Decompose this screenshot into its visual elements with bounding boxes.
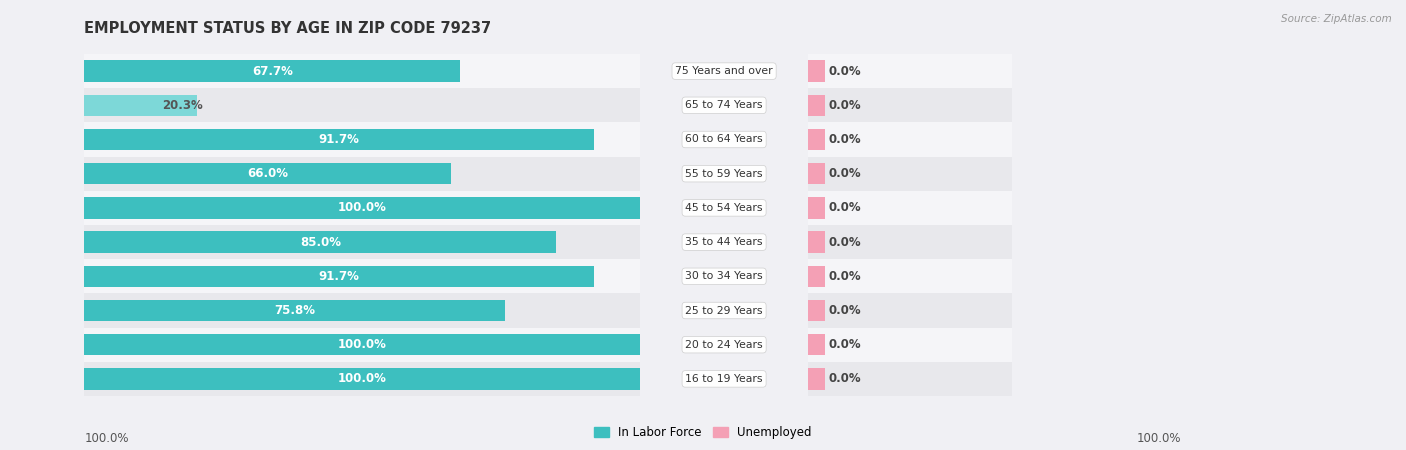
Text: 85.0%: 85.0% [299, 236, 340, 248]
Bar [84, 225, 640, 259]
Bar [808, 293, 1012, 328]
Text: 100.0%: 100.0% [337, 373, 387, 385]
Text: 0.0%: 0.0% [830, 167, 862, 180]
Bar [808, 231, 825, 253]
Text: 0.0%: 0.0% [830, 304, 862, 317]
Bar [84, 328, 640, 362]
Bar [84, 88, 640, 122]
Text: Source: ZipAtlas.com: Source: ZipAtlas.com [1281, 14, 1392, 23]
Text: 0.0%: 0.0% [830, 133, 862, 146]
Bar [808, 60, 825, 82]
Bar [84, 94, 197, 116]
Bar [84, 362, 640, 396]
Bar [84, 157, 640, 191]
Text: 0.0%: 0.0% [830, 236, 862, 248]
Text: 75.8%: 75.8% [274, 304, 315, 317]
Bar [808, 328, 1012, 362]
Bar [808, 266, 825, 287]
Bar [84, 231, 557, 253]
Bar [808, 191, 1012, 225]
Bar [808, 54, 1012, 88]
Text: 20.3%: 20.3% [162, 99, 202, 112]
Bar [84, 334, 640, 356]
Text: 0.0%: 0.0% [830, 65, 862, 77]
Bar [808, 129, 825, 150]
Text: EMPLOYMENT STATUS BY AGE IN ZIP CODE 79237: EMPLOYMENT STATUS BY AGE IN ZIP CODE 792… [84, 21, 492, 36]
Bar [808, 163, 825, 184]
Bar [808, 157, 1012, 191]
Text: 20 to 24 Years: 20 to 24 Years [685, 340, 763, 350]
Text: 75 Years and over: 75 Years and over [675, 66, 773, 76]
Bar [808, 94, 825, 116]
Text: 45 to 54 Years: 45 to 54 Years [685, 203, 763, 213]
Text: 100.0%: 100.0% [337, 338, 387, 351]
Text: 100.0%: 100.0% [337, 202, 387, 214]
Text: 30 to 34 Years: 30 to 34 Years [685, 271, 763, 281]
Text: 91.7%: 91.7% [319, 133, 360, 146]
Bar [808, 368, 825, 390]
Text: 0.0%: 0.0% [830, 99, 862, 112]
Bar [84, 122, 640, 157]
Bar [84, 300, 505, 321]
Text: 100.0%: 100.0% [1136, 432, 1181, 445]
Text: 0.0%: 0.0% [830, 373, 862, 385]
Bar [808, 88, 1012, 122]
Bar [808, 334, 825, 356]
Text: 0.0%: 0.0% [830, 202, 862, 214]
Bar [84, 129, 593, 150]
Text: 0.0%: 0.0% [830, 338, 862, 351]
Text: 65 to 74 Years: 65 to 74 Years [685, 100, 763, 110]
Legend: In Labor Force, Unemployed: In Labor Force, Unemployed [589, 422, 817, 444]
Text: 25 to 29 Years: 25 to 29 Years [685, 306, 763, 315]
Text: 91.7%: 91.7% [319, 270, 360, 283]
Bar [808, 362, 1012, 396]
Bar [84, 368, 640, 390]
Text: 66.0%: 66.0% [247, 167, 288, 180]
Bar [808, 259, 1012, 293]
Text: 55 to 59 Years: 55 to 59 Years [685, 169, 763, 179]
Bar [808, 225, 1012, 259]
Bar [84, 163, 451, 184]
Bar [808, 122, 1012, 157]
Bar [84, 60, 460, 82]
Text: 60 to 64 Years: 60 to 64 Years [685, 135, 763, 144]
Bar [808, 300, 825, 321]
Text: 100.0%: 100.0% [84, 432, 129, 445]
Bar [808, 197, 825, 219]
Text: 0.0%: 0.0% [830, 270, 862, 283]
Text: 67.7%: 67.7% [252, 65, 292, 77]
Bar [84, 266, 593, 287]
Bar [84, 293, 640, 328]
Bar [84, 191, 640, 225]
Bar [84, 197, 640, 219]
Text: 16 to 19 Years: 16 to 19 Years [685, 374, 763, 384]
Bar [84, 259, 640, 293]
Bar [84, 54, 640, 88]
Text: 35 to 44 Years: 35 to 44 Years [685, 237, 763, 247]
